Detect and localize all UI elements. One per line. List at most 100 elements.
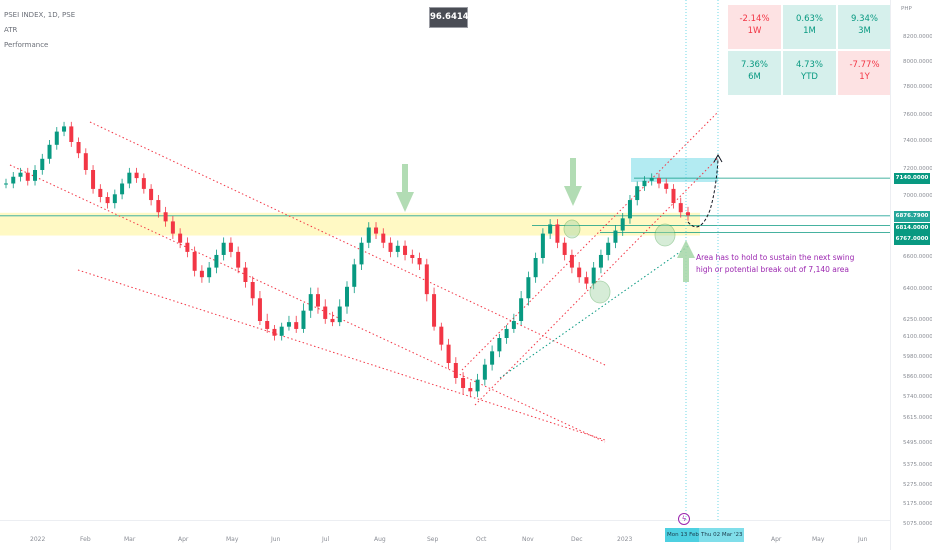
time-axis-label: Apr: [771, 536, 782, 543]
perf-value: -7.77%: [849, 60, 880, 70]
time-axis-label: Sep: [427, 536, 439, 543]
candle-body: [221, 242, 226, 255]
candle-body: [475, 379, 480, 392]
candle-body: [410, 254, 415, 258]
candle-body: [352, 264, 357, 287]
price-tag-6814: 6814.0000: [894, 223, 930, 234]
time-axis-label: Aug: [374, 536, 386, 543]
atr-indicator-label[interactable]: ATR: [4, 26, 18, 34]
candle-body: [490, 351, 495, 365]
candle-body: [33, 170, 38, 181]
candle-body: [686, 212, 690, 216]
price-axis-label: 5495.0000: [903, 440, 932, 446]
perf-period: 3M: [858, 26, 871, 36]
price-axis-label: 6600.0000: [903, 254, 932, 260]
time-axis-label: Apr: [178, 536, 189, 543]
perf-cell-1y: -7.77% 1Y: [838, 51, 891, 95]
candle-body: [345, 286, 349, 307]
channel-line: [474, 157, 719, 406]
price-axis[interactable]: PHP: [890, 0, 932, 550]
candle-body: [584, 277, 589, 284]
candle-body: [613, 230, 618, 243]
candle-body: [482, 364, 487, 380]
candle-body: [315, 294, 320, 307]
candle-body: [294, 322, 299, 329]
time-axis-label: Nov: [522, 536, 534, 543]
price-axis-label: 5375.0000: [903, 462, 932, 468]
candle-body: [112, 194, 117, 204]
forecast-arrowhead: [713, 153, 723, 163]
candle-body: [461, 378, 466, 388]
time-axis-label: Oct: [476, 536, 487, 543]
price-axis-label: 5075.0000: [903, 521, 932, 527]
candle-body: [540, 233, 545, 258]
price-axis-label: 7000.0000: [903, 193, 932, 199]
perf-cell-3m: 9.34% 3M: [838, 5, 891, 49]
highlight-circle: [563, 219, 581, 239]
price-axis-label: 7400.0000: [903, 138, 932, 144]
candle-body: [170, 221, 175, 234]
candle-body: [656, 178, 661, 184]
forecast-path: [687, 159, 719, 228]
price-axis-label: 8200.0000: [903, 34, 932, 40]
time-axis-label: May: [226, 536, 239, 543]
candle-body: [555, 224, 560, 243]
candle-body: [424, 264, 429, 295]
channel-line: [77, 269, 606, 441]
candle-body: [403, 245, 408, 255]
candle-body: [134, 172, 139, 179]
up-arrow: [677, 240, 695, 282]
highlight-circle: [589, 280, 611, 304]
candle-body: [468, 388, 473, 392]
price-axis-label: 5740.0000: [903, 394, 932, 400]
price-axis-label: 7200.0000: [903, 166, 932, 172]
chart-legend: PSEI INDEX, 1D, PSE ATR Performance: [4, 8, 75, 53]
perf-value: 4.73%: [795, 60, 823, 70]
symbol-label[interactable]: PSEI INDEX, 1D, PSE: [4, 11, 76, 19]
performance-indicator-label[interactable]: Performance: [4, 41, 49, 49]
candle-body: [120, 183, 125, 195]
perf-cell-1m: 0.63% 1M: [783, 5, 836, 49]
candle-body: [446, 344, 451, 363]
time-axis-label: May: [812, 536, 825, 543]
candle-body: [337, 306, 342, 323]
price-tag-7140: 7140.0000: [894, 173, 930, 184]
support-zone: [0, 212, 700, 236]
perf-value: 9.34%: [850, 14, 878, 24]
channel-line: [9, 164, 606, 443]
candle-body: [439, 326, 444, 345]
candle-body: [533, 258, 538, 278]
candle-body: [83, 153, 88, 170]
channel-line: [89, 121, 606, 366]
candle-body: [526, 277, 531, 299]
alert-icon[interactable]: ϟ: [678, 513, 690, 525]
perf-cell-6m: 7.36% 6M: [728, 51, 781, 95]
perf-cell-1w: -2.14% 1W: [728, 5, 781, 49]
candle-body: [69, 126, 74, 142]
candle-body: [98, 188, 103, 197]
candle-body: [286, 322, 291, 327]
analysis-note: Area has to hold to sustain the next swi…: [696, 253, 855, 274]
candle-body: [366, 227, 371, 243]
candle-body: [417, 258, 422, 265]
currency-label: PHP: [901, 6, 912, 12]
candle-body: [199, 270, 204, 278]
candle-body: [185, 242, 190, 252]
candle-body: [301, 310, 306, 329]
candle-body: [127, 172, 132, 184]
price-chart[interactable]: [0, 0, 890, 520]
price-tag-6767: 6767.0000: [894, 234, 930, 245]
highlight-circle: [654, 223, 676, 247]
candle-body: [511, 321, 516, 329]
candle-body: [562, 242, 567, 255]
perf-period: 1Y: [859, 72, 870, 82]
candle-body: [635, 186, 640, 201]
candle-body: [40, 158, 45, 170]
candle-body: [598, 254, 603, 268]
candle-body: [591, 267, 596, 284]
time-axis-label: Dec: [571, 536, 583, 543]
candle-body: [236, 251, 241, 268]
price-axis-label: 5275.0000: [903, 482, 932, 488]
candle-body: [11, 176, 16, 184]
